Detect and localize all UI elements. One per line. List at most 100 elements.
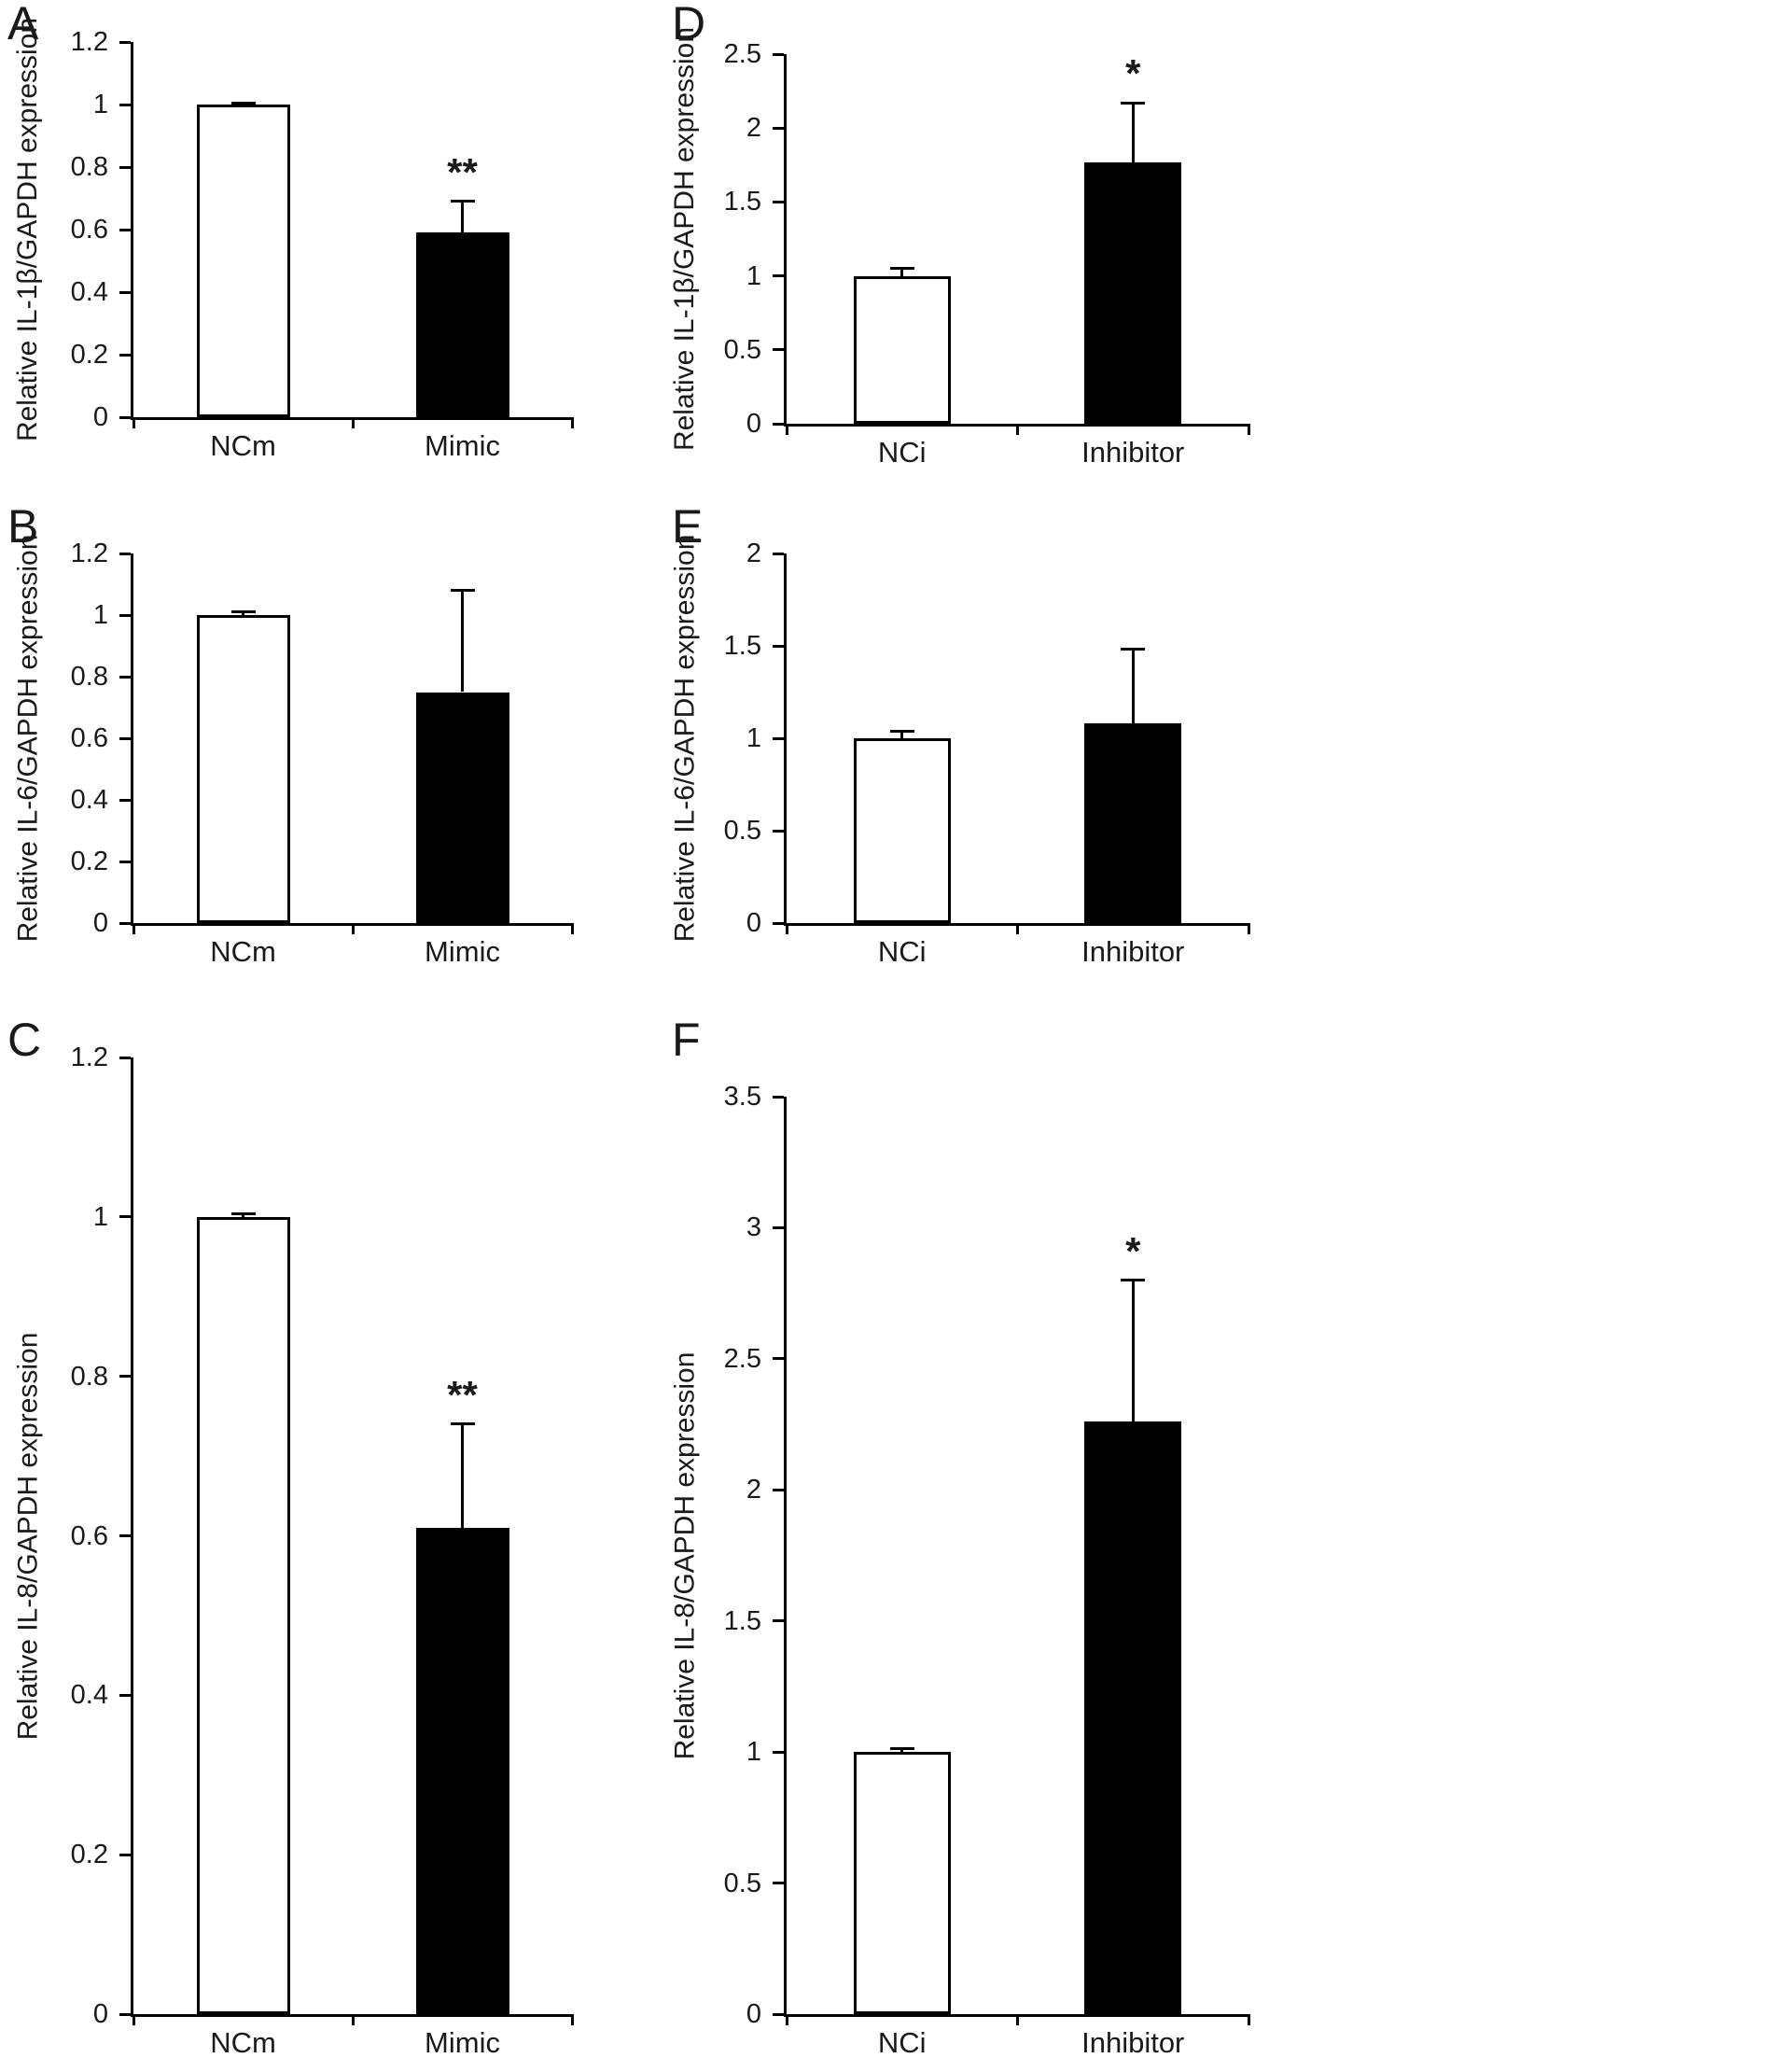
y-tick-label: 2.5 [723,1343,761,1374]
y-tick-mark [119,798,131,802]
error-bar [900,1748,904,1753]
y-tick-label: 1.5 [723,1605,761,1636]
y-tick-mark [773,829,784,833]
panel-letter: A [7,0,39,49]
y-tick-mark [773,52,784,56]
x-tick-mark [1016,923,1019,934]
y-tick-mark [773,1095,784,1099]
y-tick-label: 1.5 [723,187,761,217]
y-tick-mark [119,921,131,925]
x-category-label: Inhibitor [1081,935,1185,968]
y-tick-label: 0.4 [70,277,108,307]
y-tick-mark [773,1225,784,1229]
y-tick-label: 0 [92,1999,108,2029]
bar-inhibitor [1084,723,1182,923]
bar-mimic [415,232,509,417]
error-bar [461,1423,464,1528]
plot-area: 1.2 1 0.8 0.6 0.4 0.2 0 NCm ** Mimic [71,27,574,462]
x-tick-mark [351,417,355,428]
x-tick-mark [1247,2014,1250,2025]
y-tick-mark [119,290,131,294]
error-bar-cap [230,101,256,105]
y-tick-label: 3 [746,1212,761,1243]
panel-letter: E [672,500,704,553]
y-tick-mark [773,736,784,740]
y-tick-label: 0.2 [70,847,108,876]
significance-marker: * [1125,1228,1141,1273]
x-tick-mark [570,417,574,428]
y-tick-mark [773,1619,784,1623]
bar-ncm [196,615,290,923]
error-bar-cap [230,1211,256,1215]
error-bar-cap [450,200,475,203]
y-tick-mark [119,736,131,740]
y-tick-mark [119,228,131,231]
panel-letter: B [7,500,39,553]
error-bar [461,201,464,233]
error-bar [242,1213,244,1217]
y-tick-label: 1.2 [70,27,108,57]
y-tick-mark [119,1375,131,1379]
x-tick-mark [132,923,135,934]
x-category-label: NCm [210,429,276,462]
x-tick-mark [132,417,135,428]
panel-letter: D [672,0,706,49]
bar-nci [853,275,951,424]
error-bar [461,590,464,693]
y-tick-label: 1 [746,260,761,291]
plot-area: 1.2 1 0.8 0.6 0.4 0.2 0 NCm Mimic [71,539,574,968]
panel-letter: C [7,1014,42,1066]
y-tick-mark [119,1853,131,1856]
y-tick-mark [773,348,784,352]
x-tick-mark [570,923,574,934]
x-category-label: NCi [877,436,927,469]
x-category-label: Mimic [425,935,500,968]
y-tick-label: 2 [746,113,761,144]
y-tick-label: 0.4 [70,785,108,815]
y-tick-mark [773,1357,784,1361]
x-tick-mark [785,2014,788,2025]
y-tick-mark [119,353,131,357]
error-bar [900,268,904,276]
y-tick-label: 0.8 [70,662,108,692]
y-tick-label: 0.4 [70,1680,108,1711]
error-bar-cap [889,729,914,733]
error-bar-cap [1121,648,1146,651]
plot-area: 2.5 2 1.5 1 0.5 0 NCi * Inhibitor [724,39,1250,469]
bar-nci [853,738,951,923]
y-tick-label: 2 [746,539,761,568]
x-category-label: NCi [877,2026,927,2059]
error-bar-cap [230,609,256,613]
y-tick-mark [119,165,131,169]
y-tick-mark [773,644,784,648]
y-tick-label: 0.6 [70,1520,108,1551]
error-bar-cap [889,1747,914,1751]
error-bar [1131,103,1135,162]
y-tick-label: 0 [746,1999,761,2029]
y-tick-label: 1 [746,1737,761,1768]
y-tick-mark [773,126,784,130]
bar-ncm [196,1216,290,2014]
x-tick-mark [351,923,355,934]
x-tick-mark [1016,424,1019,435]
x-tick-mark [570,2014,574,2025]
bar-nci [853,1752,951,2014]
x-category-label: Inhibitor [1081,436,1185,469]
plot-area: 2 1.5 1 0.5 0 NCi Inhibitor [724,539,1250,968]
y-tick-mark [119,1215,131,1219]
y-tick-label: 0 [746,409,761,439]
y-tick-mark [773,274,784,278]
y-tick-label: 2.5 [723,39,761,69]
panel-letter: F [672,1014,701,1066]
y-tick-label: 1.5 [723,631,761,661]
y-tick-label: 3.5 [723,1082,761,1112]
y-tick-label: 1 [92,600,108,630]
x-tick-mark [785,424,788,435]
x-category-label: NCm [210,935,276,968]
error-bar [1131,649,1135,724]
